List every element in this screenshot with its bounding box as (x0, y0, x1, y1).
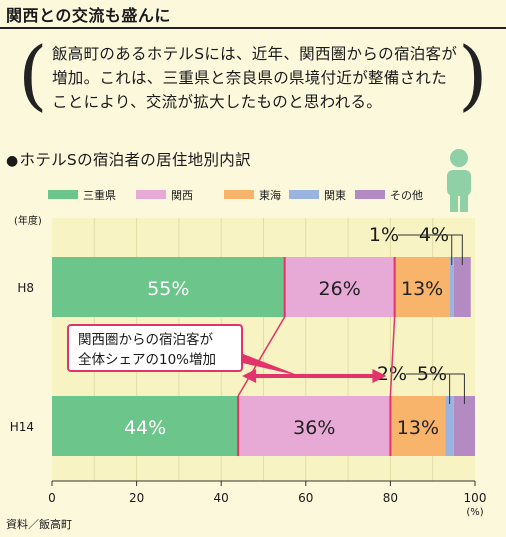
bar-segment (390, 396, 446, 456)
callout-pointer (238, 352, 300, 376)
right-parenthesis: ) (458, 30, 488, 119)
annotation-text: 全体シェアの10%増加 (78, 351, 216, 368)
bar-segment (52, 257, 285, 317)
chart-subtitle-text: ホテルSの宿泊者の居住地別内訳 (19, 151, 251, 169)
person-icon-body (447, 170, 471, 196)
x-tick-label: 0 (48, 491, 56, 505)
bar-segment (284, 257, 395, 317)
increase-arrow-head-right (372, 369, 387, 383)
legend-label: 東海 (259, 188, 281, 202)
x-axis-unit: (%) (466, 507, 483, 518)
legend-swatch (48, 190, 78, 199)
x-tick-label: 20 (129, 491, 144, 505)
page-title: 関西との交流も盛んに (6, 6, 171, 25)
data-label: 13% (397, 417, 439, 439)
person-icon-head (450, 149, 468, 167)
category-label: H14 (10, 420, 34, 434)
bar-segment (394, 257, 450, 317)
legend-swatch (136, 190, 166, 199)
x-tick-label: 40 (214, 491, 229, 505)
boundary-connector (237, 316, 286, 397)
source-note: 資料／飯高町 (6, 518, 72, 531)
person-icon-leg (460, 190, 468, 212)
intro-text: 飯高町のあるホテルSには、近年、関西圏からの宿泊客が増加。これは、三重県と奈良県… (52, 45, 458, 111)
bar-segment (52, 396, 239, 456)
person-icon-leg (450, 190, 458, 212)
data-label: 26% (319, 278, 361, 300)
y-axis-label: (年度) (14, 214, 42, 227)
legend-label: 関東 (324, 189, 346, 202)
boundary-connector (389, 316, 396, 397)
annotation-text: 関西圏からの宿泊客が (78, 331, 213, 348)
data-label: 1% (369, 224, 399, 246)
data-label: 36% (293, 417, 335, 439)
legend-label: 三重県 (83, 188, 116, 202)
data-label: 44% (124, 417, 166, 439)
x-tick-label: 80 (383, 491, 398, 505)
bar-segment (453, 257, 471, 317)
bullet-icon: ● (6, 153, 19, 169)
data-label: 13% (401, 278, 443, 300)
increase-arrow-head-left (242, 369, 257, 383)
legend-swatch (224, 190, 254, 199)
x-tick-label: 60 (298, 491, 313, 505)
legend-swatch (289, 190, 319, 199)
leader-line (446, 373, 465, 404)
chart-subtitle: ●ホテルSの宿泊者の居住地別内訳 (6, 148, 251, 170)
bar-segment (449, 257, 454, 317)
legend-label: 関西 (171, 189, 193, 202)
bar-segment (445, 396, 454, 456)
legend-label: その他 (390, 189, 423, 202)
legend-swatch (355, 190, 385, 199)
annotation-box (67, 324, 243, 372)
bar-segment (238, 396, 391, 456)
header-bar: 関西との交流も盛んに (0, 0, 506, 29)
bar-segment (453, 396, 475, 456)
left-parenthesis: ( (18, 30, 48, 119)
leader-line (448, 234, 463, 265)
data-label: 55% (147, 278, 189, 300)
x-tick-label: 100 (464, 491, 487, 505)
category-label: H8 (17, 281, 34, 295)
